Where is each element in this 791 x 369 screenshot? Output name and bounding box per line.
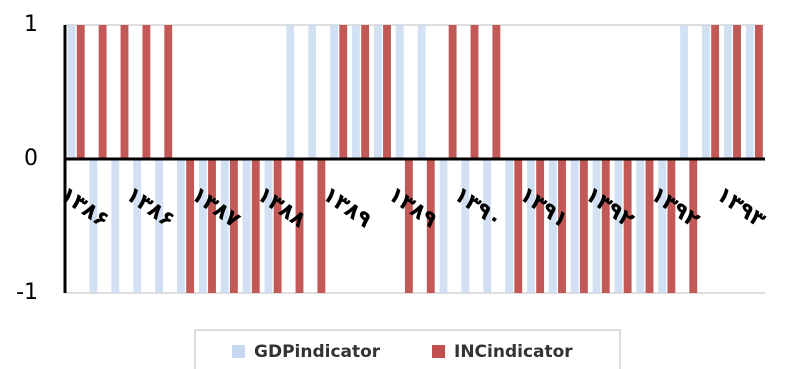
bar bbox=[242, 159, 251, 293]
bar bbox=[273, 159, 282, 293]
bar bbox=[308, 25, 317, 159]
bar bbox=[689, 159, 698, 293]
bar bbox=[142, 25, 151, 159]
bar bbox=[483, 159, 492, 293]
bar bbox=[286, 25, 295, 159]
y-tick-label: -1 bbox=[16, 280, 38, 305]
bar bbox=[667, 159, 676, 293]
bar bbox=[164, 25, 173, 159]
bar bbox=[417, 25, 426, 159]
bar bbox=[711, 25, 720, 159]
bar bbox=[67, 25, 76, 159]
bar bbox=[120, 25, 129, 159]
legend: GDPindicator INCindicator bbox=[232, 342, 573, 362]
bar bbox=[426, 159, 435, 293]
bar bbox=[680, 25, 688, 159]
legend-box bbox=[194, 329, 621, 369]
bar bbox=[645, 159, 654, 293]
bar bbox=[295, 159, 304, 293]
axes bbox=[63, 25, 765, 293]
bar bbox=[623, 159, 632, 293]
bar bbox=[558, 159, 566, 293]
bar bbox=[98, 25, 107, 159]
bar bbox=[527, 159, 535, 293]
bar bbox=[601, 159, 610, 293]
bar bbox=[636, 159, 645, 293]
bar bbox=[723, 25, 732, 159]
bar bbox=[461, 159, 470, 293]
bar bbox=[514, 159, 523, 293]
bar bbox=[614, 159, 623, 293]
bar bbox=[439, 159, 448, 293]
bar bbox=[76, 25, 85, 159]
bar bbox=[133, 159, 142, 293]
bar bbox=[186, 159, 195, 293]
bar bbox=[470, 25, 479, 159]
bar bbox=[702, 25, 710, 159]
bars bbox=[67, 25, 763, 293]
bar bbox=[352, 25, 360, 159]
bar bbox=[208, 159, 216, 293]
legend-label: INCindicator bbox=[454, 342, 573, 362]
bar bbox=[198, 159, 207, 293]
bar bbox=[339, 25, 348, 159]
bar bbox=[177, 159, 185, 293]
bar bbox=[383, 25, 391, 159]
y-tick-label: 1 bbox=[24, 12, 38, 37]
bar bbox=[404, 159, 413, 293]
legend-swatch bbox=[432, 345, 445, 358]
bar bbox=[229, 159, 238, 293]
bar bbox=[448, 25, 457, 159]
bar bbox=[570, 159, 579, 293]
bar bbox=[592, 159, 601, 293]
x-tick-label: ۱۳۹۳ bbox=[711, 182, 770, 234]
legend-label: GDPindicator bbox=[254, 342, 381, 362]
bar bbox=[89, 159, 98, 293]
bar bbox=[317, 159, 326, 293]
bar bbox=[658, 159, 667, 293]
y-tick-label: 0 bbox=[24, 146, 38, 171]
bar bbox=[264, 159, 273, 293]
bar bbox=[492, 25, 501, 159]
bar bbox=[505, 159, 513, 293]
bar bbox=[733, 25, 741, 159]
bar bbox=[373, 25, 382, 159]
bar bbox=[330, 25, 338, 159]
x-tick-label: ۱۳۸۶ bbox=[121, 182, 179, 233]
legend-swatch bbox=[232, 345, 245, 358]
bar bbox=[251, 159, 260, 293]
x-tick-label: ۱۳۸۹ bbox=[318, 182, 376, 233]
bar bbox=[220, 159, 229, 293]
bar bbox=[111, 159, 120, 293]
bar bbox=[395, 25, 404, 159]
bar bbox=[754, 25, 763, 159]
bar bbox=[579, 159, 588, 293]
bar bbox=[361, 25, 370, 159]
bar bbox=[155, 159, 163, 293]
bar bbox=[536, 159, 545, 293]
x-tick-label: ۱۳۹۰ bbox=[449, 182, 507, 233]
bar bbox=[745, 25, 754, 159]
bar bbox=[548, 159, 557, 293]
